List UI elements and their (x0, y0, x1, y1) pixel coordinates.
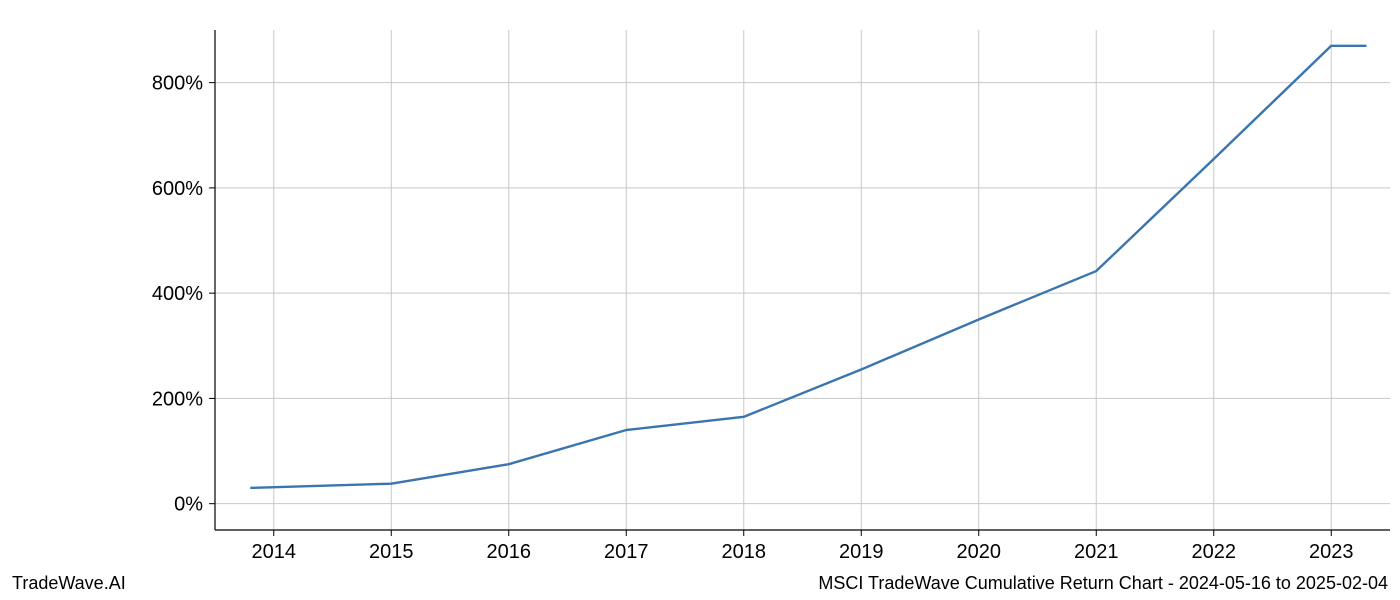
footer-caption: MSCI TradeWave Cumulative Return Chart -… (818, 573, 1388, 594)
return-line (250, 46, 1366, 488)
y-tick-label: 600% (152, 178, 203, 200)
chart-footer: TradeWave.AI MSCI TradeWave Cumulative R… (0, 570, 1400, 594)
x-tick-label: 2022 (1192, 541, 1237, 563)
y-tick-label: 800% (152, 73, 203, 95)
x-tick-label: 2014 (252, 541, 297, 563)
x-tick-label: 2023 (1309, 541, 1354, 563)
y-tick-label: 0% (174, 494, 203, 516)
x-tick-label: 2019 (839, 541, 884, 563)
line-chart: 2014 2015 2016 2017 2018 2019 2020 2021 2022 2023… (0, 0, 1400, 600)
x-tick-label: 2018 (722, 541, 767, 563)
y-tick-label: 400% (152, 283, 203, 305)
x-tick-label: 2020 (957, 541, 1002, 563)
chart-container: 2014 2015 2016 2017 2018 2019 2020 2021 2022 2023… (0, 0, 1400, 600)
x-tick-label: 2021 (1074, 541, 1119, 563)
x-tick-label: 2016 (487, 541, 532, 563)
footer-brand: TradeWave.AI (12, 573, 126, 594)
x-tick-label: 2015 (369, 541, 414, 563)
x-tick-label: 2017 (604, 541, 649, 563)
y-tick-label: 200% (152, 388, 203, 410)
